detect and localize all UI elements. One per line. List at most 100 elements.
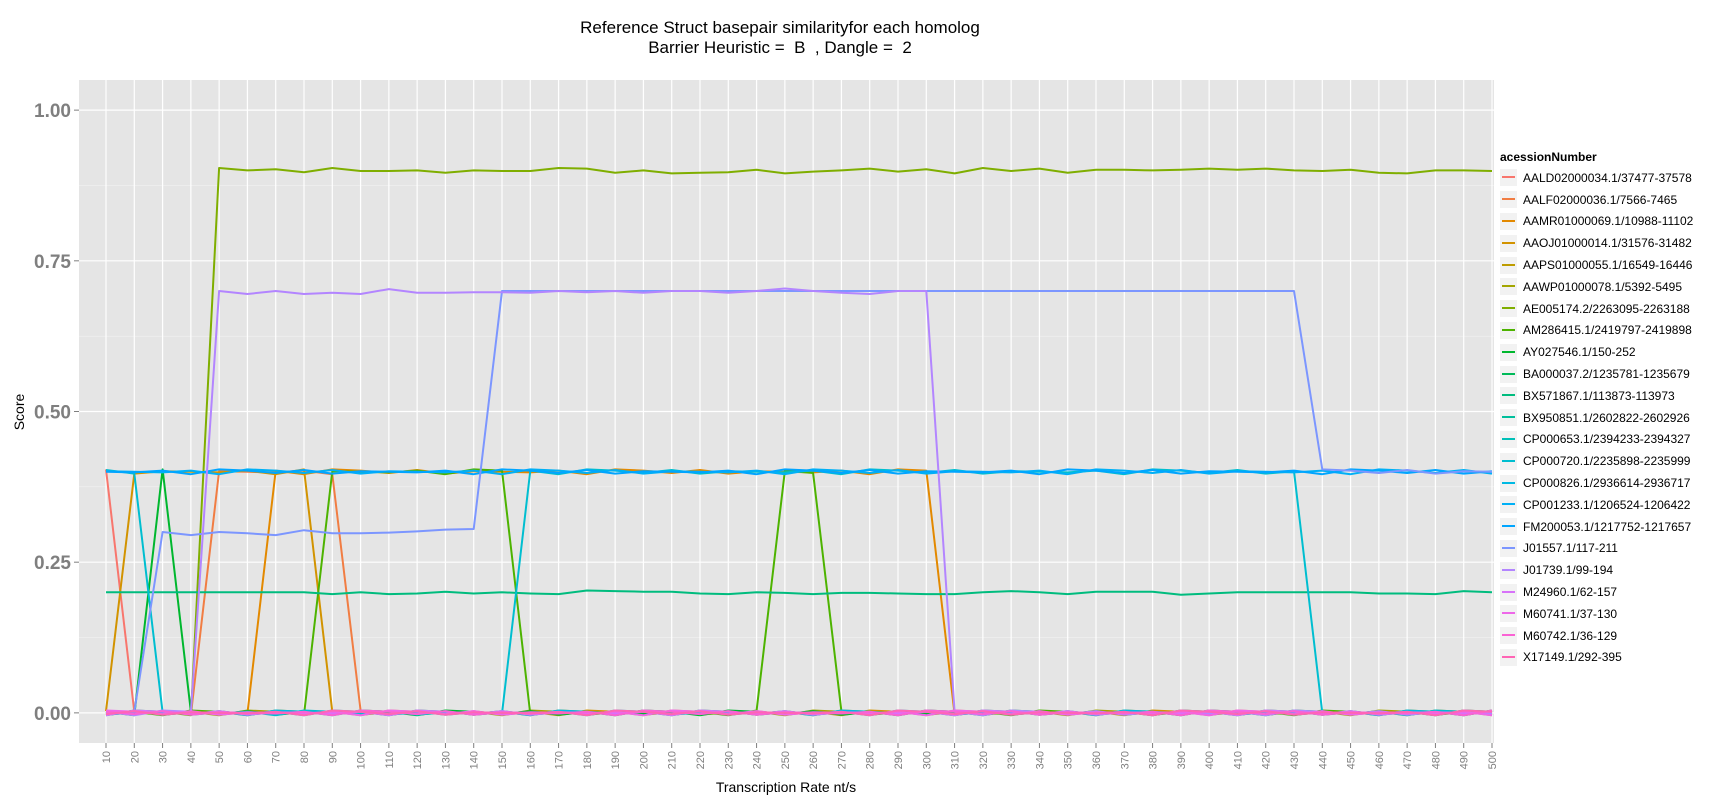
x-tick-label: 320 [978, 751, 990, 769]
y-tick-label: 0.00 [34, 704, 71, 725]
legend-key [1500, 648, 1517, 666]
legend-swatch [1502, 176, 1515, 179]
x-tick-label: 370 [1119, 751, 1131, 769]
y-tick-label: 1.00 [34, 101, 71, 122]
x-tick-label: 340 [1034, 751, 1046, 769]
legend-item: AAPS01000055.1/16549-16446 [1500, 254, 1693, 276]
legend-item: CP000826.1/2936614-2936717 [1500, 472, 1693, 494]
legend-item: J01739.1/99-194 [1500, 559, 1693, 581]
x-tick-label: 250 [780, 751, 792, 769]
legend-key [1500, 474, 1517, 492]
x-tick-label: 330 [1006, 751, 1018, 769]
legend-swatch [1502, 655, 1515, 658]
x-tick-label: 220 [695, 751, 707, 769]
legend-swatch [1502, 350, 1515, 353]
legend-swatch [1502, 525, 1515, 528]
legend-item: J01557.1/117-211 [1500, 538, 1693, 560]
legend-key [1500, 430, 1517, 448]
legend-item: AM286415.1/2419797-2419898 [1500, 320, 1693, 342]
x-tick-label: 420 [1261, 751, 1273, 769]
legend-swatch [1502, 590, 1515, 593]
legend-key [1500, 583, 1517, 601]
y-tick-label: 0.25 [34, 553, 71, 574]
legend-label: AAMR01000069.1/10988-11102 [1523, 214, 1694, 229]
series-lines [105, 167, 1493, 717]
chart-title-line1: Reference Struct basepair similarityfor … [580, 18, 980, 37]
legend-label: M60742.1/36-129 [1523, 628, 1618, 643]
x-tick-label: 110 [384, 751, 396, 769]
minor-gridlines [79, 185, 1494, 638]
x-tick-label: 480 [1430, 751, 1442, 769]
legend-key [1500, 518, 1517, 536]
x-tick-label: 40 [186, 751, 198, 763]
legend: acessionNumber AALD02000034.1/37477-3757… [1500, 150, 1693, 668]
legend-label: BX950851.1/2602822-2602926 [1523, 410, 1690, 425]
legend-item: AAWP01000078.1/5392-5495 [1500, 276, 1693, 298]
legend-swatch [1502, 328, 1515, 331]
legend-item: CP001233.1/1206524-1206422 [1500, 494, 1693, 516]
legend-item: M60742.1/36-129 [1500, 625, 1693, 647]
x-tick-label: 20 [129, 751, 141, 763]
legend-item: CP000653.1/2394233-2394327 [1500, 429, 1693, 451]
x-tick-label: 180 [582, 751, 594, 769]
y-axis: 0.00 0.25 0.50 0.75 1.00 [34, 101, 79, 725]
x-tick-label: 30 [158, 751, 170, 763]
x-axis: 10 20 30 40 50 60 70 80 90 100 110 120 130 140 150 160 1… [101, 743, 1499, 769]
legend-swatch [1502, 241, 1515, 244]
y-tick-label: 0.75 [34, 252, 71, 273]
x-tick-label: 260 [808, 751, 820, 769]
series-line [105, 167, 1493, 717]
chart-title: Reference Struct basepair similarityfor … [0, 18, 1560, 58]
legend-key [1500, 212, 1517, 230]
legend-label: CP001233.1/1206524-1206422 [1523, 497, 1691, 512]
legend-item: X17149.1/292-395 [1500, 647, 1693, 669]
x-tick-label: 50 [214, 751, 226, 763]
x-tick-label: 230 [723, 751, 735, 769]
legend-label: AALD02000034.1/37477-37578 [1523, 170, 1692, 185]
legend-key [1500, 234, 1517, 252]
x-tick-label: 460 [1374, 751, 1386, 769]
legend-key [1500, 191, 1517, 209]
series-line [105, 468, 1493, 476]
legend-key [1500, 365, 1517, 383]
x-tick-label: 490 [1459, 751, 1471, 769]
x-tick-label: 90 [327, 751, 339, 763]
x-tick-label: 150 [497, 751, 509, 769]
chart-subtitle: Barrier Heuristic = B , Dangle = 2 [648, 38, 912, 57]
legend-key [1500, 321, 1517, 339]
x-tick-label: 120 [412, 751, 424, 769]
legend-swatch [1502, 546, 1515, 549]
x-tick-label: 280 [865, 751, 877, 769]
legend-swatch [1502, 459, 1515, 462]
x-tick-label: 100 [356, 751, 368, 769]
legend-key [1500, 539, 1517, 557]
legend-title: acessionNumber [1500, 150, 1597, 164]
x-tick-label: 300 [921, 751, 933, 769]
legend-item: M24960.1/62-157 [1500, 581, 1693, 603]
legend-key [1500, 169, 1517, 187]
legend-swatch [1502, 481, 1515, 484]
legend-item: AY027546.1/150-252 [1500, 341, 1693, 363]
legend-item: M60741.1/37-130 [1500, 603, 1693, 625]
x-tick-label: 470 [1402, 751, 1414, 769]
x-tick-label: 70 [271, 751, 283, 763]
x-tick-label: 410 [1232, 751, 1244, 769]
legend-item: AAMR01000069.1/10988-11102 [1500, 211, 1693, 233]
legend-item: FM200053.1/1217752-1217657 [1500, 516, 1693, 538]
legend-label: M24960.1/62-157 [1523, 585, 1618, 600]
legend-label: AM286415.1/2419797-2419898 [1523, 323, 1692, 338]
x-tick-label: 390 [1176, 751, 1188, 769]
x-tick-label: 200 [638, 751, 650, 769]
x-tick-label: 60 [242, 751, 254, 763]
x-tick-label: 380 [1148, 751, 1160, 769]
x-tick-label: 160 [525, 751, 537, 769]
legend-label: AALF02000036.1/7566-7465 [1523, 192, 1678, 207]
legend-swatch [1502, 503, 1515, 506]
x-tick-label: 430 [1289, 751, 1301, 769]
legend-label: J01557.1/117-211 [1523, 541, 1618, 556]
x-tick-label: 240 [752, 751, 764, 769]
legend-item: CP000720.1/2235898-2235999 [1500, 450, 1693, 472]
legend-swatch [1502, 416, 1515, 419]
series-line [105, 709, 1493, 717]
